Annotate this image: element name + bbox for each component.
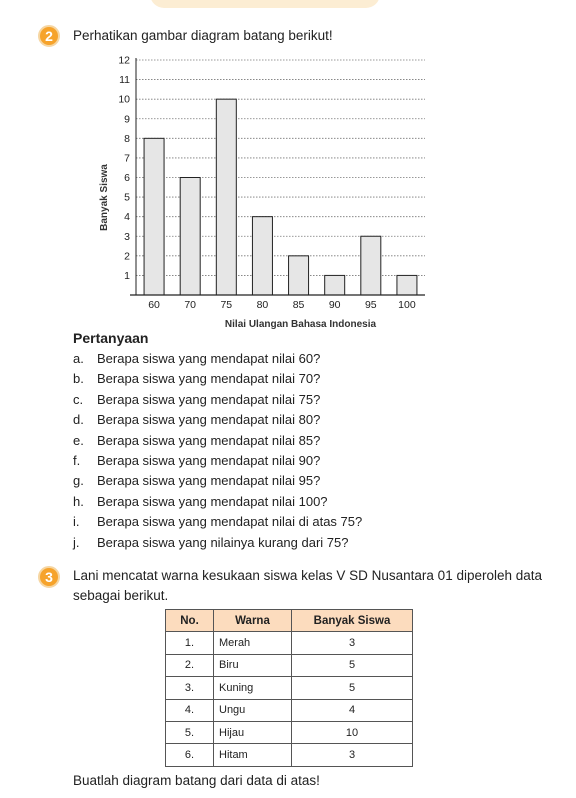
question-letter: j. <box>73 534 80 550</box>
bar-90 <box>324 274 346 296</box>
question-letter: g. <box>73 473 84 489</box>
cell-banyak: 3 <box>291 631 413 655</box>
table-header-row: No. Warna Banyak Siswa <box>165 608 413 633</box>
header-banyak-siswa: Banyak Siswa <box>291 608 413 633</box>
cell-warna: Biru <box>213 653 292 678</box>
chart-bars <box>143 98 418 296</box>
y-tick-label: 9 <box>124 113 130 125</box>
x-tick-label: 80 <box>257 299 269 311</box>
y-tick-label: 4 <box>124 211 130 223</box>
question-letter: b. <box>73 371 84 387</box>
cell-warna: Ungu <box>213 698 292 722</box>
cell-warna: Hitam <box>213 743 292 767</box>
question-letter: h. <box>73 493 84 509</box>
question-text: Berapa siswa yang mendapat nilai 95? <box>97 473 321 489</box>
table-row: 6. Hitam 3 <box>165 743 413 767</box>
x-tick-label: 90 <box>329 299 341 311</box>
cell-banyak: 5 <box>291 653 413 678</box>
cell-no: 4. <box>165 698 214 722</box>
header-decoration <box>150 0 380 8</box>
y-tick-label: 7 <box>124 152 130 164</box>
x-axis-label: Nilai Ulangan Bahasa Indonesia <box>225 319 377 330</box>
y-tick-label: 3 <box>124 231 130 243</box>
x-tick-label: 75 <box>220 299 232 311</box>
y-tick-label: 5 <box>124 192 130 204</box>
question-number-badge: 2 <box>38 25 60 47</box>
y-tick-label: 8 <box>124 133 130 145</box>
x-tick-label: 85 <box>293 299 305 311</box>
table-row: 1. Merah 3 <box>165 631 413 655</box>
question-text: Berapa siswa yang mendapat nilai 80? <box>97 412 321 428</box>
y-tick-label: 6 <box>124 172 130 184</box>
question-2-prompt: Perhatikan gambar diagram batang berikut… <box>73 28 333 43</box>
question-text: Berapa siswa yang mendapat nilai 85? <box>97 432 321 448</box>
bar-60 <box>143 137 165 296</box>
question-letter: d. <box>73 412 84 428</box>
cell-no: 1. <box>165 631 214 655</box>
x-tick-label: 95 <box>365 299 377 311</box>
header-warna: Warna <box>213 608 292 633</box>
bar-95 <box>360 235 382 296</box>
cell-banyak: 10 <box>291 720 413 745</box>
cell-warna: Merah <box>213 631 292 655</box>
question-3-instruction: Buatlah diagram batang dari data di atas… <box>73 773 320 788</box>
question-text: Berapa siswa yang mendapat nilai 100? <box>97 493 328 509</box>
y-tick-label: 2 <box>124 250 130 262</box>
bar-85 <box>288 255 310 296</box>
questions-title: Pertanyaan <box>73 330 149 346</box>
cell-no: 2. <box>165 653 214 678</box>
cell-banyak: 3 <box>291 743 413 767</box>
header-no: No. <box>165 608 214 633</box>
question-text: Berapa siswa yang nilainya kurang dari 7… <box>97 534 349 550</box>
y-axis-label: Banyak Siswa <box>99 164 110 231</box>
y-tick-label: 12 <box>118 55 130 67</box>
cell-banyak: 5 <box>291 676 413 700</box>
x-tick-labels: 60 70 75 80 85 90 95 100 <box>148 299 416 311</box>
color-preference-table: No. Warna Banyak Siswa 1. Merah 3 2. Bir… <box>165 608 413 767</box>
y-tick-label: 1 <box>124 270 130 282</box>
question-letter: a. <box>73 351 84 366</box>
question-text: Berapa siswa yang mendapat nilai 90? <box>97 452 321 468</box>
chart-grid <box>136 59 425 276</box>
table-row: 5. Hijau 10 <box>165 720 413 745</box>
x-tick-label: 70 <box>184 299 196 311</box>
table-row: 4. Ungu 4 <box>165 698 413 722</box>
y-tick-label: 10 <box>118 94 130 106</box>
question-number-badge: 3 <box>38 566 60 588</box>
bar-75 <box>215 98 237 296</box>
question-text: Berapa siswa yang mendapat nilai di atas… <box>97 514 363 530</box>
question-letter: e. <box>73 432 84 448</box>
question-3-prompt: Lani mencatat warna kesukaan siswa kelas… <box>73 568 543 603</box>
cell-no: 5. <box>165 720 214 745</box>
cell-warna: Hijau <box>213 720 292 745</box>
cell-banyak: 4 <box>291 698 413 722</box>
x-tick-label: 100 <box>398 299 416 311</box>
question-letter: c. <box>73 391 84 407</box>
table-row: 3. Kuning 5 <box>165 676 413 700</box>
cell-no: 6. <box>165 743 214 767</box>
question-text: Berapa siswa yang mendapat nilai 75? <box>97 391 321 407</box>
question-letter: i. <box>73 514 80 530</box>
bar-70 <box>179 177 201 296</box>
question-letter: f. <box>73 452 81 468</box>
question-text: Berapa siswa yang mendapat nilai 60? <box>97 351 321 366</box>
cell-warna: Kuning <box>213 676 292 700</box>
cell-no: 3. <box>165 676 214 700</box>
y-tick-label: 11 <box>119 74 130 86</box>
table-row: 2. Biru 5 <box>165 653 413 678</box>
bar-100 <box>396 274 418 296</box>
bar-80 <box>251 216 273 296</box>
question-text: Berapa siswa yang mendapat nilai 70? <box>97 371 321 387</box>
x-tick-label: 60 <box>148 299 160 311</box>
